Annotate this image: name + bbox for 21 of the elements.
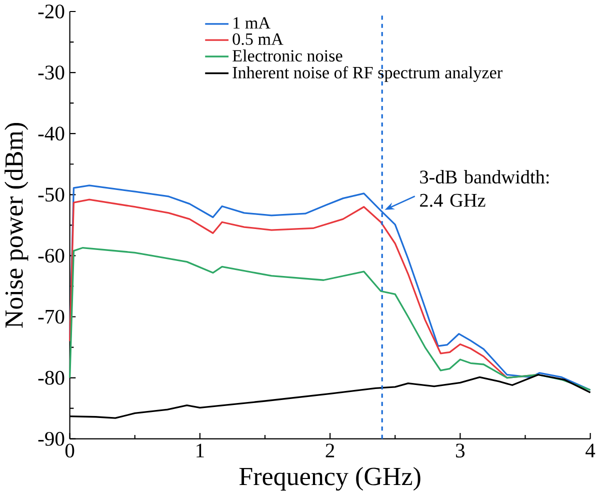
x-tick-label: 1 <box>196 444 204 458</box>
x-tick-label: 2 <box>326 444 334 458</box>
legend-label: 1 mA <box>234 17 270 28</box>
y-tick-label: -50 <box>38 188 64 202</box>
legend-label: 0.5 mA <box>232 33 284 45</box>
annotation: 3-dB bandwidth: 2.4 GHz <box>420 170 549 207</box>
x-tick-label: 0 <box>65 444 74 458</box>
x-tick-label: 3 <box>456 444 465 458</box>
y-tick-label: -40 <box>38 126 64 140</box>
y-axis-title: Noise power (dBm) <box>4 122 28 328</box>
y-tick-label: -30 <box>38 66 64 80</box>
y-tick-label: -80 <box>38 370 64 385</box>
x-axis-title: Frequency (GHz) <box>239 466 420 491</box>
y-tick-label: -90 <box>38 432 64 446</box>
legend-label: Electronic noise <box>232 49 342 62</box>
line-series <box>68 246 592 391</box>
x-tick-label: 4 <box>586 444 596 458</box>
y-tick-label: -70 <box>38 310 64 324</box>
legend-label: Inherent noise of RF spectrum analyzer <box>232 66 502 82</box>
y-tick-label: -60 <box>38 248 64 263</box>
y-tick-label: -20 <box>38 4 64 18</box>
